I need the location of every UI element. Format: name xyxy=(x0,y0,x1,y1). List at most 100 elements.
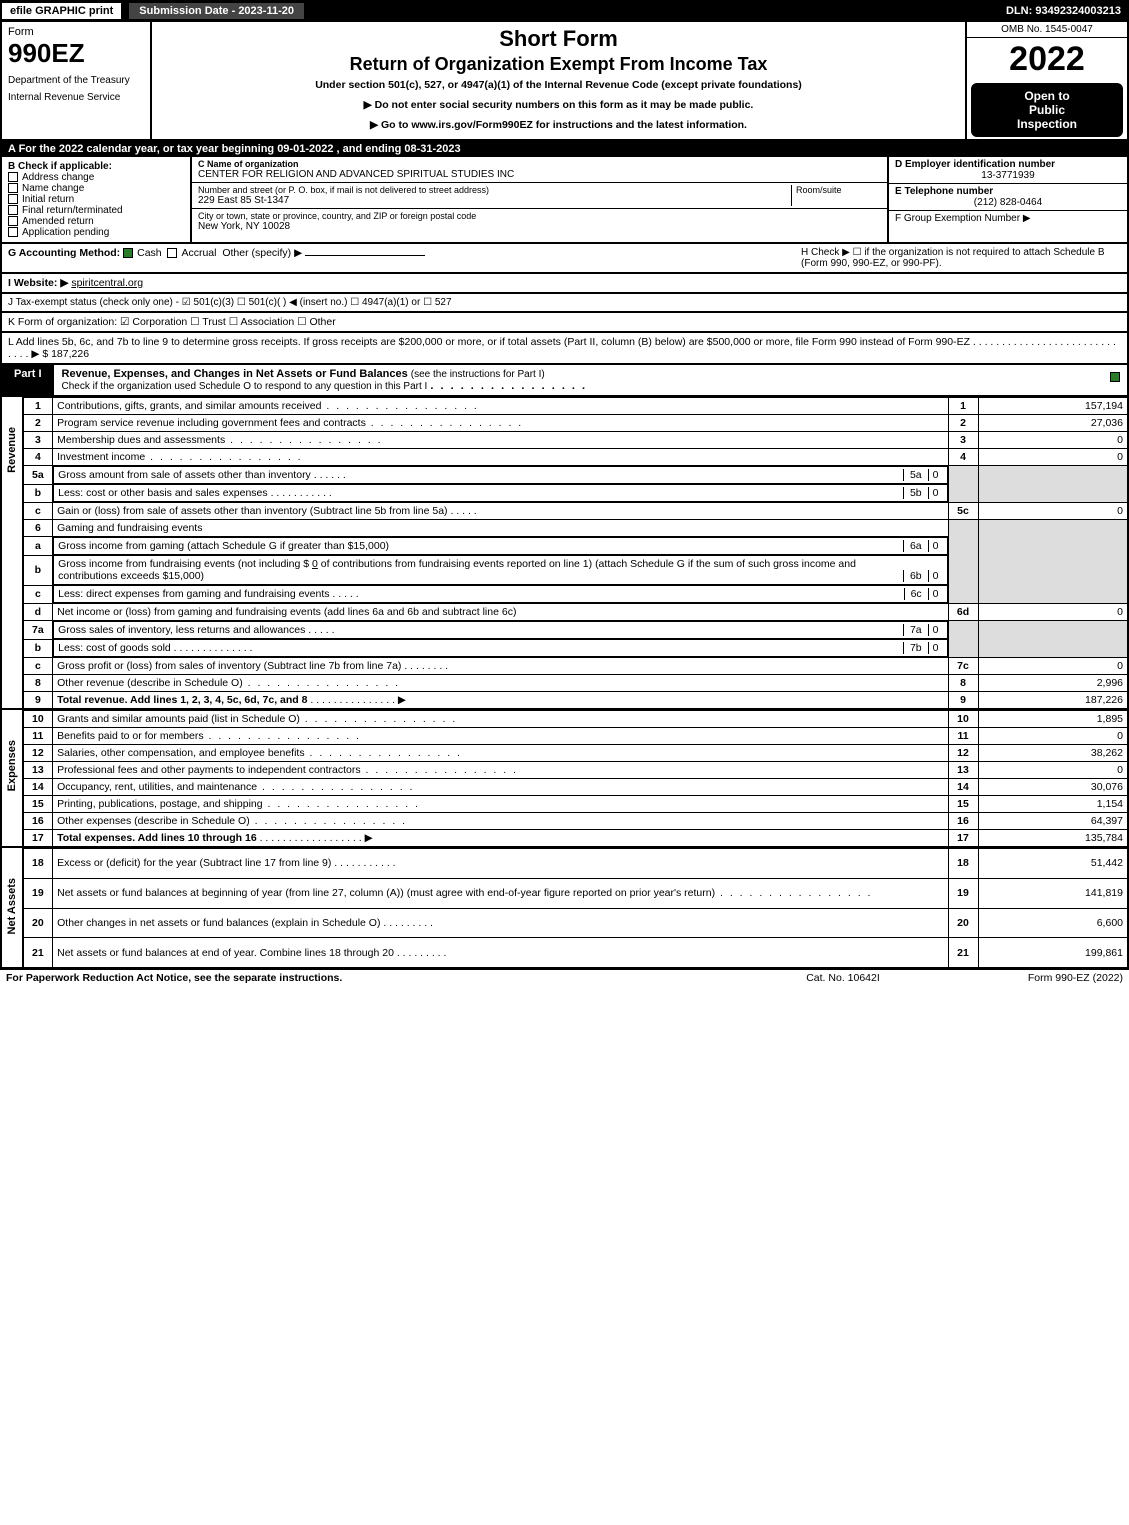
part1-title-text: Revenue, Expenses, and Changes in Net As… xyxy=(62,368,408,380)
revenue-table: 1Contributions, gifts, grants, and simil… xyxy=(22,397,1129,710)
l-text: L Add lines 5b, 6c, and 7b to line 9 to … xyxy=(8,336,1116,360)
d-ein: 13-3771939 xyxy=(895,170,1121,181)
row-j: J Tax-exempt status (check only one) - ☑… xyxy=(0,294,1129,313)
section-bcd: B Check if applicable: Address change Na… xyxy=(0,157,1129,244)
c-name-label: C Name of organization xyxy=(198,159,881,169)
line-16: 16Other expenses (describe in Schedule O… xyxy=(23,813,1128,830)
row-g: G Accounting Method: Cash Accrual Other … xyxy=(8,247,801,269)
part1-tab: Part I xyxy=(2,365,54,395)
l-amount: 187,226 xyxy=(51,348,89,360)
g-accrual-checkbox[interactable] xyxy=(167,248,177,258)
title-short-form: Short Form xyxy=(160,26,957,52)
line-7a: 7aGross sales of inventory, less returns… xyxy=(23,621,1128,640)
chk-initial-return-label: Initial return xyxy=(22,194,74,205)
open-line2: Public xyxy=(975,103,1119,117)
line-3: 3Membership dues and assessments30 xyxy=(23,432,1128,449)
g-label: G Accounting Method: xyxy=(8,247,120,259)
revenue-sidelabel: Revenue xyxy=(0,397,22,710)
g-cash-label: Cash xyxy=(137,247,162,259)
section-c: C Name of organization CENTER FOR RELIGI… xyxy=(192,157,887,242)
line-18: 18Excess or (deficit) for the year (Subt… xyxy=(23,849,1128,879)
line-7c: cGross profit or (loss) from sales of in… xyxy=(23,658,1128,675)
line-1: 1Contributions, gifts, grants, and simil… xyxy=(23,398,1128,415)
footer-form: Form 990-EZ (2022) xyxy=(943,972,1123,984)
line-4: 4Investment income40 xyxy=(23,449,1128,466)
expenses-table: 10Grants and similar amounts paid (list … xyxy=(22,710,1129,848)
header-left: Form 990EZ Department of the Treasury In… xyxy=(2,22,152,139)
row-i: I Website: ▶ spiritcentral.org xyxy=(0,274,1129,294)
open-line1: Open to xyxy=(975,89,1119,103)
line-9: 9Total revenue. Add lines 1, 2, 3, 4, 5c… xyxy=(23,692,1128,710)
net-assets-table: 18Excess or (deficit) for the year (Subt… xyxy=(22,848,1129,969)
footer-left: For Paperwork Reduction Act Notice, see … xyxy=(6,972,743,984)
line-13: 13Professional fees and other payments t… xyxy=(23,762,1128,779)
chk-address-change[interactable]: Address change xyxy=(8,172,184,183)
line-21: 21Net assets or fund balances at end of … xyxy=(23,938,1128,969)
submission-date: Submission Date - 2023-11-20 xyxy=(127,1,306,21)
top-bar: efile GRAPHIC print Submission Date - 20… xyxy=(0,0,1129,22)
line-10: 10Grants and similar amounts paid (list … xyxy=(23,711,1128,728)
c-street: 229 East 85 St-1347 xyxy=(198,195,791,206)
section-d: D Employer identification number 13-3771… xyxy=(887,157,1127,242)
efile-button[interactable]: efile GRAPHIC print xyxy=(0,1,123,21)
c-room-label: Room/suite xyxy=(791,185,881,206)
page-footer: For Paperwork Reduction Act Notice, see … xyxy=(0,969,1129,986)
line-20: 20Other changes in net assets or fund ba… xyxy=(23,908,1128,938)
chk-address-change-label: Address change xyxy=(22,172,94,183)
part1-checkline: Check if the organization used Schedule … xyxy=(62,381,428,392)
part1-schedule-o-check[interactable] xyxy=(1107,365,1127,395)
c-org-name: CENTER FOR RELIGION AND ADVANCED SPIRITU… xyxy=(198,169,881,180)
expenses-sidelabel: Expenses xyxy=(0,710,22,848)
footer-catno: Cat. No. 10642I xyxy=(743,972,943,984)
chk-initial-return[interactable]: Initial return xyxy=(8,194,184,205)
line-12: 12Salaries, other compensation, and empl… xyxy=(23,745,1128,762)
part1-sub: (see the instructions for Part I) xyxy=(411,369,545,380)
d-phone: (212) 828-0464 xyxy=(895,197,1121,208)
open-to-public: Open to Public Inspection xyxy=(971,83,1123,137)
chk-final-return[interactable]: Final return/terminated xyxy=(8,205,184,216)
header-middle: Short Form Return of Organization Exempt… xyxy=(152,22,967,139)
section-b-title: B Check if applicable: xyxy=(8,161,184,172)
i-label: I Website: ▶ xyxy=(8,277,68,289)
row-a-tax-year: A For the 2022 calendar year, or tax yea… xyxy=(0,141,1129,157)
omb-number: OMB No. 1545-0047 xyxy=(967,22,1127,38)
open-line3: Inspection xyxy=(975,117,1119,131)
chk-final-return-label: Final return/terminated xyxy=(22,205,123,216)
form-word: Form xyxy=(8,26,144,38)
instr-link[interactable]: ▶ Go to www.irs.gov/Form990EZ for instru… xyxy=(160,119,957,131)
part1-title: Revenue, Expenses, and Changes in Net As… xyxy=(54,365,1107,395)
line-8: 8Other revenue (describe in Schedule O)8… xyxy=(23,675,1128,692)
g-cash-checkbox[interactable] xyxy=(123,248,133,258)
line-15: 15Printing, publications, postage, and s… xyxy=(23,796,1128,813)
row-l: L Add lines 5b, 6c, and 7b to line 9 to … xyxy=(0,333,1129,365)
line-19: 19Net assets or fund balances at beginni… xyxy=(23,878,1128,908)
line-2: 2Program service revenue including gover… xyxy=(23,415,1128,432)
line-14: 14Occupancy, rent, utilities, and mainte… xyxy=(23,779,1128,796)
c-city-label: City or town, state or province, country… xyxy=(198,211,881,221)
line-6: 6Gaming and fundraising events xyxy=(23,520,1128,537)
chk-name-change[interactable]: Name change xyxy=(8,183,184,194)
d-phone-label: E Telephone number xyxy=(895,186,1121,197)
dept-treasury: Department of the Treasury xyxy=(8,75,144,86)
section-b: B Check if applicable: Address change Na… xyxy=(2,157,192,242)
net-assets-sidelabel: Net Assets xyxy=(0,848,22,969)
revenue-section: Revenue 1Contributions, gifts, grants, a… xyxy=(0,397,1129,710)
line-17: 17Total expenses. Add lines 10 through 1… xyxy=(23,830,1128,848)
i-website[interactable]: spiritcentral.org xyxy=(71,277,143,289)
row-gh: G Accounting Method: Cash Accrual Other … xyxy=(0,244,1129,274)
instr-no-ssn: ▶ Do not enter social security numbers o… xyxy=(160,99,957,111)
chk-application-pending[interactable]: Application pending xyxy=(8,227,184,238)
chk-name-change-label: Name change xyxy=(22,183,84,194)
line-5c: cGain or (loss) from sale of assets othe… xyxy=(23,503,1128,520)
d-group-label: F Group Exemption Number ▶ xyxy=(895,213,1121,224)
net-assets-section: Net Assets 18Excess or (deficit) for the… xyxy=(0,848,1129,969)
g-accrual-label: Accrual xyxy=(181,247,216,259)
expenses-section: Expenses 10Grants and similar amounts pa… xyxy=(0,710,1129,848)
chk-amended-return[interactable]: Amended return xyxy=(8,216,184,227)
d-ein-label: D Employer identification number xyxy=(895,159,1121,170)
g-other-label: Other (specify) ▶ xyxy=(222,247,302,259)
chk-application-pending-label: Application pending xyxy=(22,227,109,238)
tax-year: 2022 xyxy=(967,38,1127,81)
form-number: 990EZ xyxy=(8,38,144,69)
chk-amended-return-label: Amended return xyxy=(22,216,94,227)
